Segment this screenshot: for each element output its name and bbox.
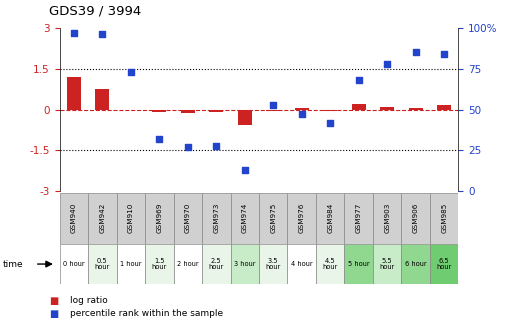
Bar xyxy=(259,244,287,284)
Point xyxy=(269,102,278,107)
Text: GSM906: GSM906 xyxy=(413,203,419,233)
Bar xyxy=(373,244,401,284)
Bar xyxy=(174,244,202,284)
Text: ■: ■ xyxy=(49,309,59,319)
Bar xyxy=(323,110,337,111)
Point xyxy=(411,50,420,55)
Point xyxy=(126,69,135,75)
Point xyxy=(155,136,164,142)
Text: time: time xyxy=(3,260,23,268)
Bar xyxy=(117,244,145,284)
Bar xyxy=(174,193,202,244)
Text: 3 hour: 3 hour xyxy=(234,261,255,267)
Point xyxy=(69,30,78,35)
Point xyxy=(183,145,192,150)
Point xyxy=(440,51,449,57)
Point xyxy=(212,143,221,148)
Text: 0 hour: 0 hour xyxy=(63,261,84,267)
Bar xyxy=(295,108,309,110)
Bar xyxy=(437,105,451,110)
Text: GSM970: GSM970 xyxy=(185,203,191,233)
Text: 5 hour: 5 hour xyxy=(348,261,369,267)
Text: GSM903: GSM903 xyxy=(384,203,390,233)
Bar xyxy=(231,244,259,284)
Bar xyxy=(238,110,252,125)
Text: percentile rank within the sample: percentile rank within the sample xyxy=(70,309,223,318)
Bar xyxy=(316,244,344,284)
Bar xyxy=(430,244,458,284)
Bar xyxy=(344,244,373,284)
Text: 2.5
hour: 2.5 hour xyxy=(209,258,224,270)
Point xyxy=(326,120,335,125)
Text: GSM942: GSM942 xyxy=(99,203,105,233)
Bar xyxy=(316,193,344,244)
Bar xyxy=(409,108,423,110)
Bar xyxy=(344,193,373,244)
Text: 1.5
hour: 1.5 hour xyxy=(152,258,167,270)
Text: GSM975: GSM975 xyxy=(270,203,276,233)
Bar xyxy=(380,107,394,110)
Text: GSM910: GSM910 xyxy=(128,203,134,233)
Text: 4 hour: 4 hour xyxy=(291,261,312,267)
Point xyxy=(383,61,392,66)
Text: GSM974: GSM974 xyxy=(242,203,248,233)
Text: 0.5
hour: 0.5 hour xyxy=(95,258,110,270)
Bar xyxy=(259,193,287,244)
Text: log ratio: log ratio xyxy=(70,296,108,305)
Bar xyxy=(202,193,231,244)
Bar xyxy=(287,244,316,284)
Text: 6.5
hour: 6.5 hour xyxy=(437,258,452,270)
Text: GSM977: GSM977 xyxy=(356,203,362,233)
Bar xyxy=(401,244,430,284)
Text: 3.5
hour: 3.5 hour xyxy=(266,258,281,270)
Text: 5.5
hour: 5.5 hour xyxy=(380,258,395,270)
Bar xyxy=(352,104,366,110)
Bar xyxy=(117,193,145,244)
Bar xyxy=(430,193,458,244)
Text: GSM969: GSM969 xyxy=(156,203,162,233)
Point xyxy=(98,32,107,37)
Bar xyxy=(202,244,231,284)
Bar xyxy=(209,110,223,112)
Bar xyxy=(88,193,117,244)
Bar xyxy=(60,244,88,284)
Point xyxy=(354,77,363,83)
Bar xyxy=(287,193,316,244)
Text: 2 hour: 2 hour xyxy=(177,261,198,267)
Text: GSM940: GSM940 xyxy=(71,203,77,233)
Point xyxy=(240,167,249,173)
Bar xyxy=(152,110,166,112)
Bar xyxy=(231,193,259,244)
Text: 6 hour: 6 hour xyxy=(405,261,426,267)
Bar xyxy=(145,193,174,244)
Bar xyxy=(145,244,174,284)
Text: 1 hour: 1 hour xyxy=(120,261,141,267)
Bar xyxy=(266,110,280,111)
Text: GDS39 / 3994: GDS39 / 3994 xyxy=(49,5,141,18)
Text: GSM984: GSM984 xyxy=(327,203,333,233)
Bar xyxy=(88,244,117,284)
Bar xyxy=(67,77,81,110)
Bar xyxy=(401,193,430,244)
Point xyxy=(297,112,306,117)
Text: ■: ■ xyxy=(49,296,59,306)
Bar xyxy=(95,89,109,110)
Text: GSM973: GSM973 xyxy=(213,203,219,233)
Text: GSM985: GSM985 xyxy=(441,203,447,233)
Bar xyxy=(60,193,88,244)
Bar xyxy=(181,110,195,113)
Text: 4.5
hour: 4.5 hour xyxy=(323,258,338,270)
Bar xyxy=(373,193,401,244)
Text: GSM976: GSM976 xyxy=(299,203,305,233)
